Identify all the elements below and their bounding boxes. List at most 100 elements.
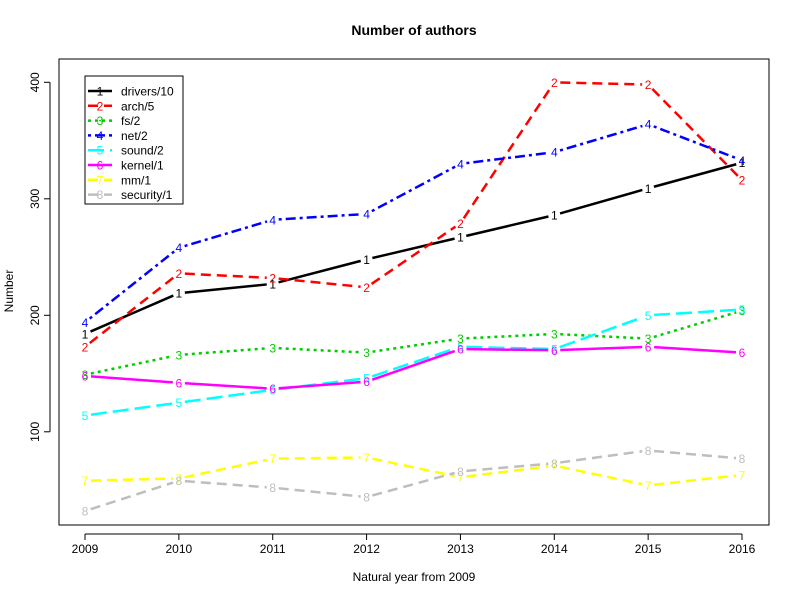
legend-entry: 3 fs/2 <box>88 114 141 128</box>
series-segment <box>560 450 643 464</box>
series-segment <box>560 81 643 86</box>
data-point-marker: 8 <box>363 491 370 505</box>
series-segment <box>654 345 737 354</box>
data-point-marker: 1 <box>739 156 746 170</box>
legend-marker: 2 <box>97 99 104 113</box>
x-tick-label: 2011 <box>260 542 286 556</box>
data-point-marker: 6 <box>176 376 183 390</box>
data-point-marker: 4 <box>551 146 558 160</box>
data-point-marker: 3 <box>457 332 464 346</box>
data-point-marker: 3 <box>645 332 652 346</box>
data-point-marker: 4 <box>82 316 89 330</box>
data-point-marker: 8 <box>551 457 558 471</box>
data-point-marker: 7 <box>739 468 746 482</box>
series-segment <box>653 311 737 339</box>
data-point-marker: 4 <box>739 154 746 168</box>
data-point-marker: 1 <box>551 209 558 223</box>
data-point-marker: 6 <box>82 369 89 383</box>
series-segment <box>90 402 174 416</box>
data-point-marker: 5 <box>363 372 370 386</box>
data-point-marker: 1 <box>645 182 652 196</box>
data-point-marker: 7 <box>457 471 464 485</box>
legend-entry: 7 mm/1 <box>88 173 151 187</box>
data-point-marker: 2 <box>176 267 183 281</box>
data-point-marker: 5 <box>176 396 183 410</box>
series-segment <box>184 272 267 279</box>
series-segment <box>653 125 737 160</box>
series-segment <box>462 86 553 219</box>
legend-label: security/1 <box>121 188 173 202</box>
data-point-marker: 1 <box>363 253 370 267</box>
series-segment <box>653 474 737 486</box>
series-segment <box>372 237 455 260</box>
series-arch-5: 2 2 2 2 2 2 2 2 <box>82 76 746 354</box>
series-segment <box>372 471 455 497</box>
data-point-marker: 1 <box>269 277 276 291</box>
data-point-marker: 7 <box>176 472 183 486</box>
data-point-marker: 3 <box>176 348 183 362</box>
data-point-marker: 6 <box>739 346 746 360</box>
series-segment <box>560 345 643 352</box>
legend-marker: 7 <box>97 173 104 187</box>
series-segment <box>559 465 643 486</box>
series-drivers-10: 1 1 1 1 1 1 1 1 <box>82 156 746 341</box>
series-segment <box>466 347 549 352</box>
x-tick-label: 2009 <box>72 542 99 556</box>
series-segment <box>372 457 455 478</box>
data-point-marker: 2 <box>269 272 276 286</box>
y-tick-label: 200 <box>28 305 42 325</box>
y-tick-label: 300 <box>28 188 42 208</box>
series-segment <box>278 380 361 390</box>
data-point-marker: 3 <box>739 304 746 318</box>
y-tick-label: 400 <box>28 72 42 92</box>
series-segment <box>90 294 174 333</box>
x-tick-label: 2015 <box>635 542 662 556</box>
data-point-marker: 5 <box>739 303 746 317</box>
data-point-marker: 7 <box>551 459 558 473</box>
legend-label: arch/5 <box>121 99 155 113</box>
data-point-marker: 2 <box>739 174 746 188</box>
legend-marker: 4 <box>97 129 104 143</box>
x-tick-label: 2014 <box>541 542 568 556</box>
series-segment <box>654 449 737 460</box>
data-point-marker: 7 <box>363 451 370 465</box>
data-point-marker: 3 <box>363 346 370 360</box>
data-point-marker: 5 <box>82 409 89 423</box>
series-mm-1: 7 7 7 7 7 7 7 7 <box>82 451 746 493</box>
series-segment <box>184 389 267 404</box>
series-kernel-1: 6 6 6 6 6 6 6 6 <box>82 340 746 396</box>
data-point-marker: 5 <box>645 309 652 323</box>
data-point-marker: 1 <box>176 287 183 301</box>
legend-entry: 2 arch/5 <box>88 99 155 113</box>
legend-label: sound/2 <box>121 144 164 158</box>
series-segment <box>278 213 361 221</box>
data-point-marker: 8 <box>457 465 464 479</box>
series-segment <box>559 316 643 349</box>
data-point-marker: 3 <box>269 341 276 355</box>
data-point-marker: 6 <box>457 343 464 357</box>
series-security-1: 8 8 8 8 8 8 8 8 <box>82 444 746 519</box>
legend-marker: 1 <box>97 85 104 99</box>
data-point-marker: 4 <box>176 241 183 255</box>
legend-box <box>84 75 184 205</box>
data-point-marker: 8 <box>82 505 89 519</box>
legend-label: fs/2 <box>121 114 141 128</box>
data-point-marker: 8 <box>739 452 746 466</box>
series-segment <box>278 456 361 460</box>
series-segment <box>466 465 549 478</box>
series-segment <box>466 345 549 351</box>
data-point-marker: 5 <box>551 343 558 357</box>
x-tick-label: 2010 <box>166 542 193 556</box>
legend-entry: 8 security/1 <box>88 188 173 202</box>
series-segment <box>184 220 268 248</box>
series-fs-2: 3 3 3 3 3 3 3 3 <box>82 304 746 382</box>
series-segment <box>371 165 456 213</box>
chart-title: Number of authors <box>351 22 476 38</box>
data-point-marker: 4 <box>269 213 276 227</box>
data-point-marker: 4 <box>645 118 652 132</box>
series-segment <box>559 188 643 215</box>
axes: 2009 2010 2011 2012 2013 2014 2015 2016 100 200 30… <box>28 72 756 556</box>
